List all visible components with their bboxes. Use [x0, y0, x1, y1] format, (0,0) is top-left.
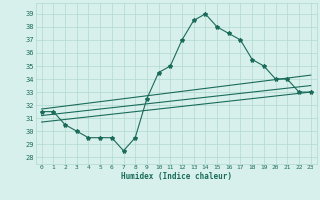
X-axis label: Humidex (Indice chaleur): Humidex (Indice chaleur): [121, 172, 232, 181]
